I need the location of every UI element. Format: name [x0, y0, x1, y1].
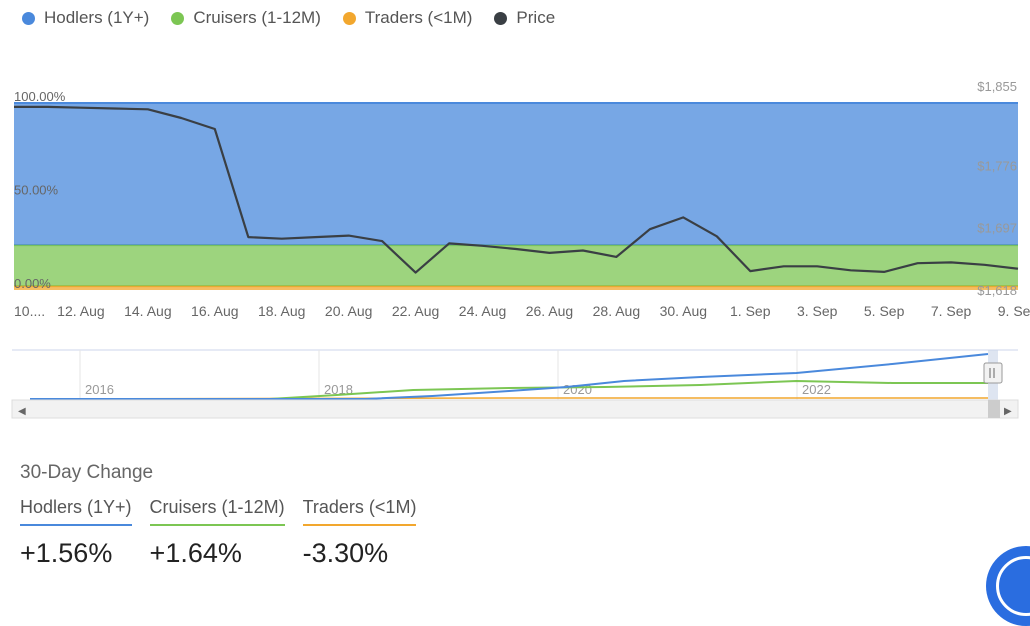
- y-right-tick-label: $1,855: [977, 79, 1017, 94]
- navigator-series: [29, 353, 989, 400]
- x-tick-label: 7. Sep: [931, 303, 972, 319]
- x-tick-label: 26. Aug: [526, 303, 574, 319]
- legend-item-traders[interactable]: Traders (<1M): [342, 8, 473, 28]
- y-right-tick-label: $1,697: [977, 221, 1017, 236]
- navigator-scrollbar-thumb[interactable]: [988, 400, 1000, 418]
- legend-label: Traders (<1M): [364, 8, 473, 27]
- navigator-year-label: 2016: [85, 382, 114, 397]
- legend-label: Cruisers (1-12M): [193, 8, 321, 27]
- y-right-tick-label: $1,776: [977, 158, 1017, 173]
- change-card-cruisers: Cruisers (1-12M) +1.64%: [149, 497, 285, 569]
- x-tick-label: 18. Aug: [258, 303, 306, 319]
- x-tick-label: 20. Aug: [325, 303, 373, 319]
- legend-item-cruisers[interactable]: Cruisers (1-12M): [171, 8, 321, 28]
- time-navigator[interactable]: 2016 2018 2020 2022 ◀ ▶: [0, 346, 1030, 421]
- area-hodlers: [14, 103, 1018, 246]
- navigator-year-label: 2018: [324, 382, 353, 397]
- x-tick-label: 28. Aug: [593, 303, 641, 319]
- x-tick-label: 3. Sep: [797, 303, 838, 319]
- legend-dot-icon: [342, 11, 356, 25]
- legend-dot-icon: [171, 11, 185, 25]
- navigator-year-label: 2022: [802, 382, 831, 397]
- legend-dot-icon: [494, 11, 508, 25]
- y-left-tick-label: 0.00%: [14, 276, 51, 291]
- scroll-left-icon[interactable]: ◀: [18, 406, 26, 417]
- x-tick-label: 9. Sep: [998, 303, 1030, 319]
- x-tick-label: 5. Sep: [864, 303, 905, 319]
- navigator-background: [12, 350, 1018, 400]
- change-label: Cruisers (1-12M): [149, 497, 285, 526]
- y-left-tick-label: 50.00%: [14, 183, 59, 198]
- price-line: [14, 105, 1019, 274]
- change-card-traders: Traders (<1M) -3.30%: [302, 497, 417, 569]
- x-tick-label: 12. Aug: [57, 303, 105, 319]
- change-value: -3.30%: [302, 538, 389, 568]
- x-tick-label: 10....: [14, 303, 45, 319]
- change-section-title: 30-Day Change: [20, 462, 154, 483]
- chart-legend: Hodlers (1Y+) Cruisers (1-12M) Traders (…: [22, 8, 555, 28]
- change-card-hodlers: Hodlers (1Y+) +1.56%: [20, 497, 132, 569]
- legend-label: Price: [516, 8, 556, 27]
- scroll-right-icon[interactable]: ▶: [1004, 406, 1012, 417]
- chat-icon: [996, 556, 1030, 616]
- chat-button[interactable]: [986, 546, 1030, 626]
- area-cruisers: [14, 245, 1018, 287]
- y-right-tick-label: $1,618: [977, 283, 1017, 298]
- x-tick-label: 14. Aug: [124, 303, 172, 319]
- legend-label: Hodlers (1Y+): [44, 8, 150, 27]
- x-tick-label: 30. Aug: [660, 303, 708, 319]
- legend-item-hodlers[interactable]: Hodlers (1Y+): [22, 8, 149, 28]
- x-tick-label: 1. Sep: [730, 303, 771, 319]
- legend-dot-icon: [22, 11, 35, 25]
- change-label: Traders (<1M): [302, 497, 417, 526]
- legend-item-price[interactable]: Price: [494, 8, 555, 28]
- y-left-tick-label: 100.00%: [14, 89, 66, 104]
- navigator-handle[interactable]: [983, 362, 1003, 384]
- change-value: +1.64%: [149, 538, 242, 568]
- x-tick-label: 16. Aug: [191, 303, 239, 319]
- change-cards: Hodlers (1Y+) +1.56% Cruisers (1-12M) +1…: [20, 497, 417, 569]
- navigator-scrollbar-track[interactable]: [11, 399, 1019, 419]
- x-tick-label: 22. Aug: [392, 303, 440, 319]
- navigator-line-hodlers: [30, 353, 989, 400]
- holder-composition-chart[interactable]: IntoTheBlock$1,855$1,776$1,697$1,618100.…: [0, 70, 1030, 330]
- change-label: Hodlers (1Y+): [20, 497, 132, 526]
- x-tick-label: 24. Aug: [459, 303, 507, 319]
- change-value: +1.56%: [20, 538, 113, 568]
